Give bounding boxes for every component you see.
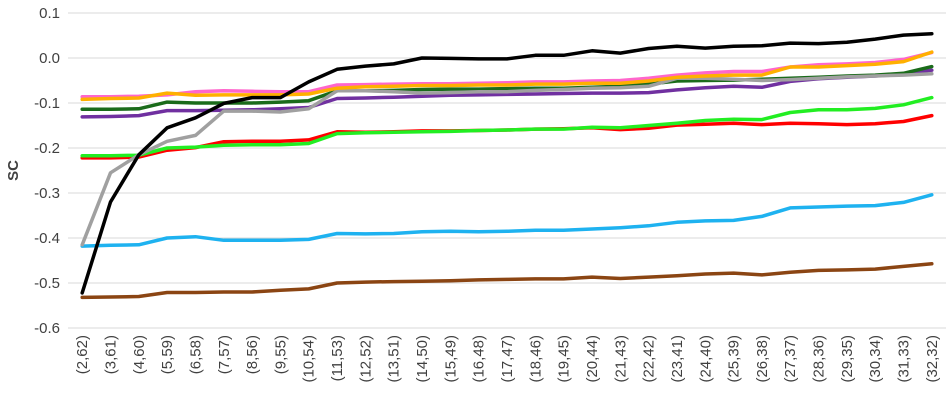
- series-lines: [80, 31, 934, 300]
- series-line-1: [80, 261, 934, 300]
- x-tick-label: (23,41): [669, 335, 686, 383]
- x-tick-label: (7,57): [216, 335, 233, 374]
- y-tick-label: -0.1: [34, 95, 60, 112]
- x-tick-label: (14,50): [414, 335, 431, 383]
- x-tick-label: (2,62): [74, 335, 91, 374]
- x-tick-label: (20,44): [584, 335, 601, 383]
- x-tick-label: (31,33): [896, 335, 913, 383]
- y-tick-label: -0.2: [34, 140, 60, 157]
- x-tick-label: (17,47): [499, 335, 516, 383]
- x-axis-tick-labels: (2,62) (3,61) (4,60) (5,59) (6,58) (7,57) (8,5…: [74, 335, 941, 383]
- x-tick-label: (25,39): [726, 335, 743, 383]
- y-tick-label: -0.5: [34, 275, 60, 292]
- y-axis-tick-labels: -0.6 -0.5 -0.4 -0.3 -0.2 -0.1 0.0 0.1: [34, 5, 60, 337]
- x-tick-label: (24,40): [697, 335, 714, 383]
- x-tick-label: (22,42): [641, 335, 658, 383]
- x-tick-label: (30,34): [867, 335, 884, 383]
- x-tick-label: (26,38): [754, 335, 771, 383]
- series-line-2: [80, 193, 934, 248]
- x-tick-label: (29,35): [839, 335, 856, 383]
- x-tick-label: (18,46): [527, 335, 544, 383]
- series-line-9: [80, 50, 934, 102]
- x-tick-label: (15,49): [442, 335, 459, 383]
- x-tick-label: (8,56): [244, 335, 261, 374]
- y-tick-label: -0.3: [34, 185, 60, 202]
- x-tick-label: (12,52): [357, 335, 374, 383]
- x-tick-label: (10,54): [301, 335, 318, 383]
- x-tick-label: (9,55): [272, 335, 289, 374]
- x-tick-label: (3,61): [102, 335, 119, 374]
- series-line-10: [80, 31, 934, 295]
- x-tick-label: (6,58): [187, 335, 204, 374]
- series-line-4: [80, 95, 934, 158]
- x-tick-label: (5,59): [159, 335, 176, 374]
- y-axis-title: SC: [5, 160, 22, 181]
- x-tick-label: (21,43): [612, 335, 629, 383]
- x-tick-label: (13,51): [386, 335, 403, 383]
- x-tick-label: (19,45): [556, 335, 573, 383]
- y-tick-label: 0.0: [39, 50, 60, 67]
- y-tick-label: 0.1: [39, 5, 60, 22]
- x-tick-label: (11,53): [329, 335, 346, 381]
- x-tick-label: (27,37): [782, 335, 799, 383]
- x-tick-label: (28,36): [811, 335, 828, 383]
- y-tick-label: -0.6: [34, 320, 60, 337]
- x-tick-label: (16,48): [471, 335, 488, 383]
- x-tick-label: (32,32): [924, 335, 941, 383]
- series-line-7: [80, 72, 934, 247]
- x-tick-label: (4,60): [131, 335, 148, 374]
- y-tick-label: -0.4: [34, 230, 60, 247]
